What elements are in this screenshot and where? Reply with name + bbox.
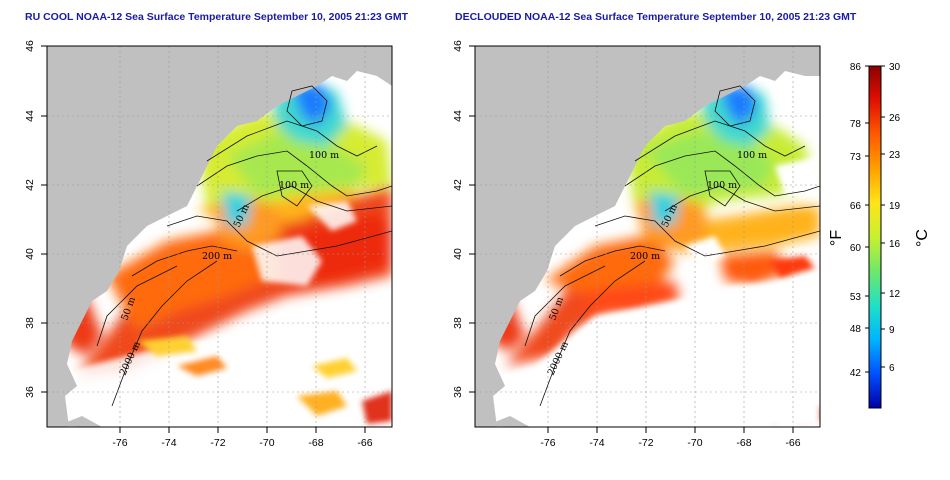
right-land [475, 46, 820, 427]
lon-tick-label: -76 [540, 437, 555, 449]
left-map-title: RU COOL NOAA-12 Sea Surface Temperature … [25, 11, 409, 23]
colorbar-f-tick: 66 [850, 201, 862, 212]
colorbar-f-tick: 78 [850, 119, 862, 130]
colorbar-f-tick: 53 [850, 292, 862, 303]
lat-tick-label: 38 [24, 317, 36, 329]
left-map-frame [46, 45, 393, 428]
right-map-field: 100 m 100 m 50 m 200 m 50 m 2000 m [475, 46, 820, 427]
left-lat-ticks: 46 44 42 40 38 36 [24, 40, 36, 398]
lat-tick-label: 38 [452, 317, 464, 329]
lat-tick-label: 42 [452, 179, 464, 191]
right-map: 100 m 100 m 50 m 200 m 50 m 2000 m -76 -… [452, 40, 821, 449]
lon-tick-label: -72 [210, 437, 225, 449]
lat-tick-label: 46 [452, 40, 464, 52]
colorbar-fahrenheit-ticks: 86 78 73 66 60 53 48 42 [850, 62, 862, 379]
lat-tick-label: 40 [24, 248, 36, 260]
colorbar-c-tick: 9 [889, 325, 895, 336]
contour-label: 100 m [707, 180, 737, 191]
contour-label: 200 m [630, 251, 660, 262]
colorbar-c-tick: 26 [889, 113, 901, 124]
right-grid [475, 46, 820, 427]
lon-tick-label: -66 [357, 437, 372, 449]
colorbar-c-tick: 23 [889, 150, 901, 161]
lat-tick-label: 36 [24, 386, 36, 398]
right-lon-ticks: -76 -74 -72 -70 -68 -66 [540, 437, 800, 449]
lat-tick-label: 44 [452, 110, 464, 122]
colorbar-c-tick: 19 [889, 201, 901, 212]
colorbar-celsius-ticks: 30 26 23 19 16 12 9 6 [889, 62, 901, 374]
lon-tick-label: -70 [259, 437, 274, 449]
right-map-frame [474, 45, 821, 428]
colorbar-gradient [868, 65, 882, 409]
left-grid [47, 46, 392, 427]
colorbar-c-tick: 6 [889, 363, 895, 374]
right-lat-ticks: 46 44 42 40 38 36 [452, 40, 464, 398]
lon-tick-label: -68 [736, 437, 751, 449]
lon-tick-label: -70 [687, 437, 702, 449]
colorbar-f-tick: 42 [850, 368, 862, 379]
lat-tick-label: 42 [24, 179, 36, 191]
right-map-title: DECLOUDED NOAA-12 Sea Surface Temperatur… [455, 11, 857, 23]
colorbar-f-tick: 48 [850, 324, 862, 335]
colorbar-c-tick: 12 [889, 289, 901, 300]
colorbar-c-tick: 16 [889, 239, 901, 250]
lon-tick-label: -72 [638, 437, 653, 449]
contour-label: 100 m [737, 150, 767, 161]
contour-label: 100 m [279, 180, 309, 191]
colorbar-c-tick: 30 [889, 62, 901, 73]
lat-tick-label: 36 [452, 386, 464, 398]
lat-tick-label: 46 [24, 40, 36, 52]
left-map-field: 100 m 100 m 50 m 200 m 50 m 2000 m [47, 46, 392, 427]
lon-tick-label: -68 [308, 437, 323, 449]
contour-label: 100 m [309, 150, 339, 161]
lat-tick-label: 40 [452, 248, 464, 260]
colorbar-f-tick: 86 [850, 62, 862, 73]
contour-label: 200 m [202, 251, 232, 262]
lon-tick-label: -74 [589, 437, 604, 449]
lon-tick-label: -74 [161, 437, 176, 449]
left-map: 100 m 100 m 50 m 200 m 50 m 2000 m -76 -… [24, 40, 393, 449]
left-land [47, 46, 392, 427]
colorbar-celsius-label: °C [914, 229, 931, 247]
left-lon-ticks: -76 -74 -72 -70 -68 -66 [112, 437, 372, 449]
colorbar-f-tick: 73 [850, 152, 862, 163]
colorbar-fahrenheit-label: °F [828, 230, 845, 246]
colorbar-f-tick: 60 [850, 243, 862, 254]
colorbar: 86 78 73 66 60 53 48 42 30 26 23 19 16 1… [828, 62, 931, 409]
lon-tick-label: -66 [785, 437, 800, 449]
lon-tick-label: -76 [112, 437, 127, 449]
lat-tick-label: 44 [24, 110, 36, 122]
